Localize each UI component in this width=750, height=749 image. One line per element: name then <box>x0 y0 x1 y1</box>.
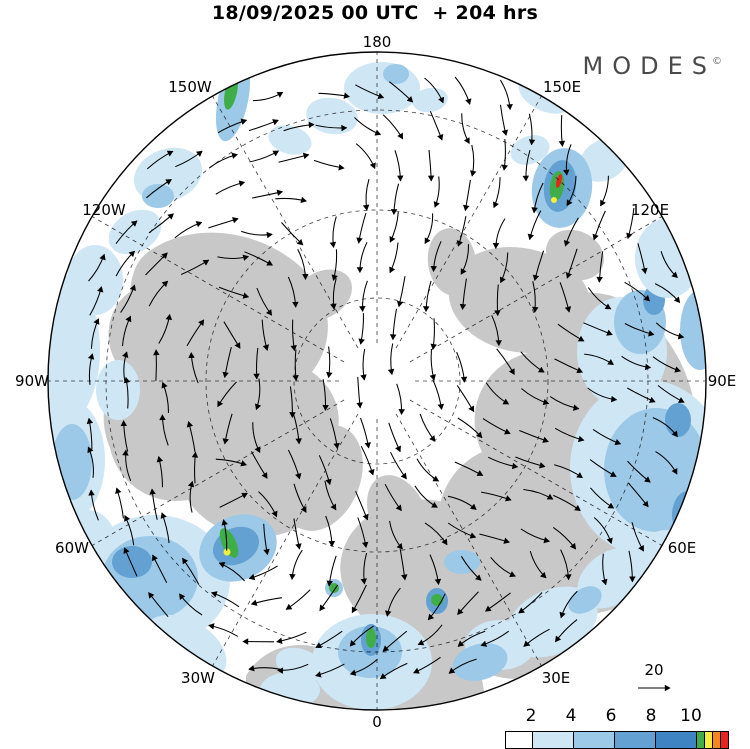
colorbar-tick: 2 <box>526 706 537 726</box>
longitude-label: 30E <box>542 669 571 687</box>
colorbar-segment <box>506 732 532 748</box>
longitude-label: 60E <box>668 539 697 557</box>
shading-region <box>665 403 691 437</box>
shading-region <box>680 290 720 370</box>
shading-region <box>444 550 480 574</box>
wind-arrow <box>156 350 157 381</box>
shading-region <box>102 536 198 620</box>
longitude-label: 60W <box>55 539 89 557</box>
shading-region <box>142 184 174 208</box>
longitude-label: 90E <box>708 372 737 390</box>
longitude-label: 120W <box>82 201 125 219</box>
longitude-label: 180 <box>363 33 392 51</box>
longitude-label: 150W <box>168 78 211 96</box>
shading-region <box>366 628 376 648</box>
colorbar-segment <box>532 732 573 748</box>
shading-region <box>96 360 140 420</box>
longitude-label: 30W <box>181 669 215 687</box>
reference-vector-label: 20 <box>638 661 670 679</box>
colorbar-segment <box>573 732 614 748</box>
longitude-label: 0 <box>372 713 382 731</box>
shading-region <box>344 62 420 114</box>
colorbar-segment <box>712 732 720 748</box>
colorbar-segment <box>614 732 655 748</box>
longitude-label: 90W <box>15 372 49 390</box>
shading-region <box>594 615 646 665</box>
colorbar-segment <box>696 732 704 748</box>
shading-region <box>329 583 339 593</box>
longitude-label: 120E <box>631 201 669 219</box>
shading-region <box>431 594 443 606</box>
colorbar-tick: 6 <box>606 706 617 726</box>
shading-region <box>231 74 238 81</box>
shading-region <box>635 218 701 298</box>
colorbar-tick: 4 <box>566 706 577 726</box>
colorbar-tick: 8 <box>646 706 657 726</box>
longitude-label: 150E <box>543 78 581 96</box>
reference-arrow <box>630 680 686 696</box>
shading-region <box>112 546 152 578</box>
shading-region <box>383 64 409 84</box>
colorbar-segment <box>720 732 728 748</box>
colorbar <box>505 731 729 749</box>
colorbar-tick: 10 <box>680 706 702 726</box>
colorbar-segment <box>704 732 712 748</box>
shading-region <box>551 197 557 203</box>
colorbar-segment <box>655 732 696 748</box>
shading-region <box>604 408 708 532</box>
